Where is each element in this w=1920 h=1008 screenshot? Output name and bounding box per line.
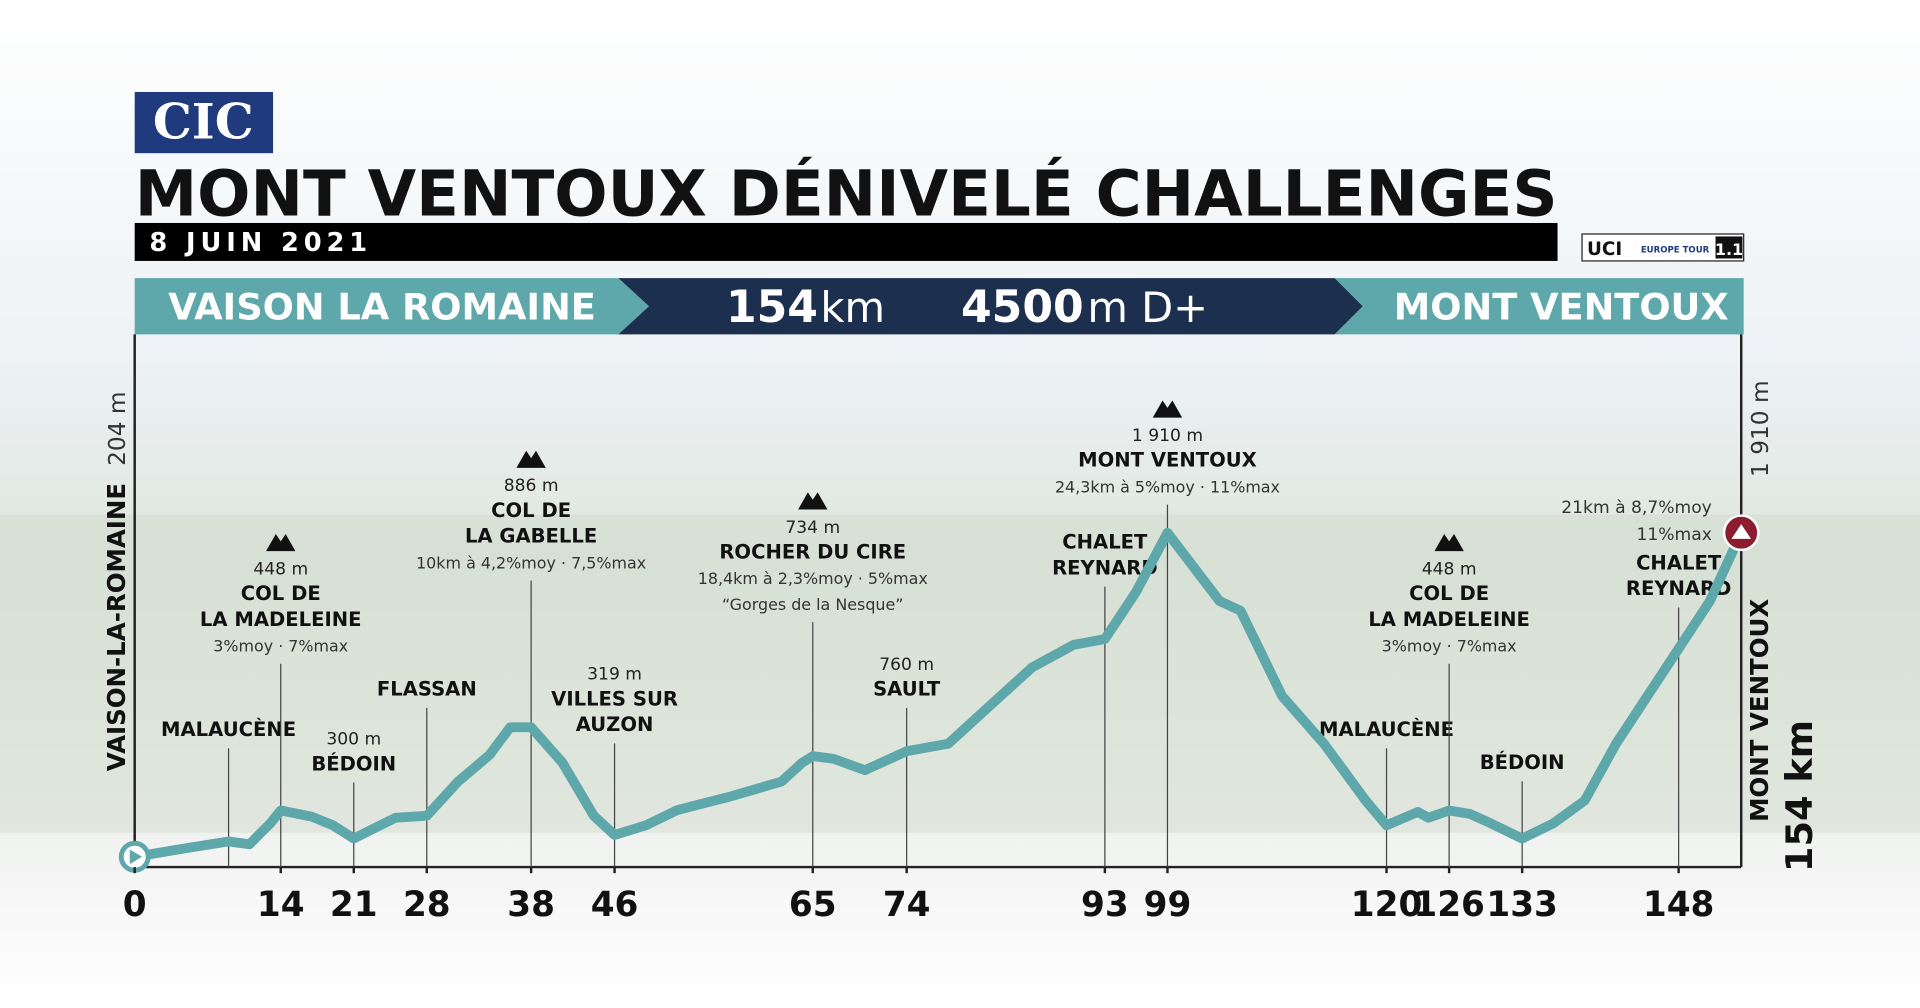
- annotation-text: BÉDOIN: [1480, 751, 1565, 774]
- uci-class-box: [1715, 236, 1743, 259]
- annotation-text: 3%moy · 7%max: [213, 637, 348, 656]
- annotation-text: MONT VENTOUX: [1078, 449, 1257, 472]
- start-icon: [129, 849, 143, 865]
- distance-unit: km: [820, 283, 885, 332]
- x-tick-label: 65: [789, 885, 837, 925]
- title: MONT VENTOUX DÉNIVELÉ CHALLENGES: [135, 156, 1558, 232]
- start-side-label: VAISON-LA-ROMAINE: [102, 483, 131, 771]
- finish: MONT VENTOUX: [1394, 286, 1729, 329]
- finish-distance: 154 km: [1778, 720, 1821, 872]
- annotation-text: COL DE: [1409, 582, 1489, 605]
- logo-box: [134, 91, 274, 154]
- x-tick-label: 133: [1486, 885, 1558, 925]
- annotation-text: 24,3km à 5%moy · 11%max: [1055, 477, 1280, 496]
- finish-climb: 11%max: [1636, 525, 1711, 545]
- annotation-text: “Gorges de la Nesque”: [722, 595, 904, 614]
- annotation-text: LA MADELEINE: [200, 608, 362, 631]
- annotation-text: ROCHER DU CIRE: [719, 540, 906, 563]
- annotation-text: 886 m: [504, 476, 559, 496]
- distance: 154: [726, 282, 818, 333]
- x-tick-label: 120: [1351, 885, 1423, 925]
- uci: UCI: [1587, 239, 1622, 260]
- annotation-text: FLASSAN: [377, 678, 477, 701]
- x-tick-label: 148: [1643, 885, 1715, 925]
- annotation-text: 760 m: [879, 655, 934, 675]
- annotation-text: 319 m: [587, 665, 642, 685]
- date: 8 JUIN 2021: [149, 228, 372, 258]
- x-tick-label: 38: [507, 885, 555, 925]
- x-tick-label: 99: [1144, 885, 1192, 925]
- annotation-text: MALAUCÈNE: [1319, 718, 1454, 741]
- uci-class: 1.1: [1715, 240, 1743, 259]
- start-elevation: 204 m: [104, 391, 131, 465]
- x-tick-label: 0: [123, 885, 147, 925]
- annotation-text: 300 m: [326, 730, 381, 750]
- climbing-unit: m D+: [1087, 283, 1208, 332]
- uci-tour: EUROPE TOUR: [1641, 245, 1710, 255]
- annotation-text: COL DE: [241, 582, 321, 605]
- finish-climb: 21km à 8,7%moy: [1561, 498, 1712, 518]
- banner-middle: [618, 278, 1363, 335]
- annotation-text: BÉDOIN: [311, 752, 396, 775]
- logo: CIC: [153, 92, 254, 150]
- banner-finish: [1334, 278, 1744, 335]
- profile-line: [129, 527, 1747, 862]
- annotation-text: REYNARD: [1052, 556, 1158, 579]
- start: VAISON LA ROMAINE: [168, 286, 596, 329]
- climbing: 4500: [961, 282, 1084, 333]
- annotation-text: 448 m: [253, 559, 308, 579]
- summit-icon: [798, 492, 828, 510]
- annotation-text: COL DE: [491, 499, 571, 522]
- x-tick-label: 28: [403, 885, 451, 925]
- x-tick-label: 14: [257, 885, 305, 925]
- annotation-text: SAULT: [873, 678, 941, 701]
- annotation-text: 18,4km à 2,3%moy · 5%max: [698, 569, 928, 588]
- date-bar: [134, 222, 1558, 261]
- x-tick-label: 93: [1081, 885, 1129, 925]
- annotation-text: 3%moy · 7%max: [1382, 637, 1517, 656]
- finish-icon: [1731, 524, 1752, 539]
- annotation-text: MALAUCÈNE: [161, 718, 296, 741]
- banner-start: [134, 278, 649, 335]
- annotation-text: AUZON: [576, 713, 654, 736]
- x-tick-label: 74: [883, 885, 931, 925]
- annotation-text: CHALET: [1636, 552, 1722, 575]
- annotation-text: 1 910 m: [1132, 426, 1203, 446]
- annotation-text: LA GABELLE: [465, 525, 597, 548]
- x-tick-label: 21: [330, 885, 378, 925]
- x-tick-label: 126: [1413, 885, 1485, 925]
- annotation-text: CHALET: [1062, 531, 1148, 554]
- finish-side-label: MONT VENTOUX: [1745, 599, 1774, 822]
- x-tick-label: 46: [591, 885, 639, 925]
- finish-elevation: 1 910 m: [1747, 380, 1774, 477]
- annotation-text: REYNARD: [1626, 577, 1732, 600]
- summit-icon: [266, 534, 296, 552]
- summit-icon: [1434, 534, 1464, 552]
- annotation-text: 734 m: [785, 518, 840, 538]
- annotation-text: VILLES SUR: [551, 687, 678, 710]
- annotation-text: 448 m: [1422, 559, 1477, 579]
- annotation-text: 10km à 4,2%moy · 7,5%max: [416, 553, 646, 572]
- annotation-text: LA MADELEINE: [1368, 608, 1530, 631]
